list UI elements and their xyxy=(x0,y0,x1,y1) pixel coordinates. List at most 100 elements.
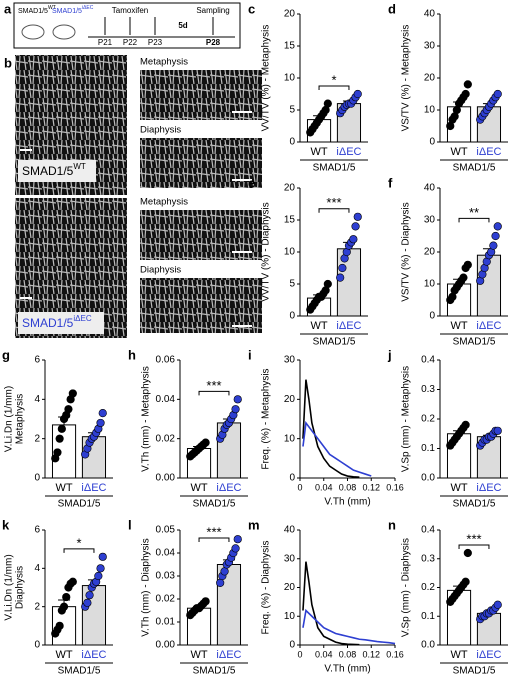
region-label: Metaphysis xyxy=(140,197,188,208)
data-point xyxy=(59,602,69,611)
y-tick-label: 0 xyxy=(289,311,295,322)
y-tick-label: 0.2 xyxy=(421,414,435,425)
sig-label: *** xyxy=(326,195,341,210)
data-point xyxy=(201,438,210,447)
y-tick-label: 40 xyxy=(284,525,296,536)
x-tick-label: WT xyxy=(450,649,467,661)
y-tick-label: 4 xyxy=(34,394,40,405)
y-tick-label: 0.03 xyxy=(156,571,176,582)
group-label: SMAD1/5 xyxy=(193,499,236,510)
data-point xyxy=(57,424,66,433)
y-tick-label: 40 xyxy=(424,9,436,20)
data-point xyxy=(493,89,502,99)
interval: 5d xyxy=(178,21,187,30)
x-tick-label: iΔEC xyxy=(336,146,361,158)
data-point xyxy=(68,577,77,586)
data-point xyxy=(231,405,240,414)
x-tick-label: 0.08 xyxy=(339,482,357,492)
y-tick-label: 15 xyxy=(284,41,296,52)
y-tick-label: 0 xyxy=(429,311,435,322)
sig-bracket xyxy=(63,548,95,553)
data-point xyxy=(96,418,105,428)
y-tick-label: 20 xyxy=(284,582,296,593)
y-axis-label: VS/TV (%) - Diaphysis xyxy=(401,202,412,301)
group-label: SMAD1/5 xyxy=(58,666,101,677)
x-tick-label: iΔEC xyxy=(216,482,241,494)
y-tick-label: 0.02 xyxy=(156,433,176,444)
data-point xyxy=(83,598,92,607)
y-tick-label: 30 xyxy=(284,553,296,564)
panel-label: l xyxy=(128,517,132,532)
x-tick-label: 0.12 xyxy=(362,482,380,492)
treatment: Tamoxifen xyxy=(112,6,148,15)
x-tick-label: iΔEC xyxy=(81,482,106,494)
panel-b: b SMAD1/5WT SMAD1/5iΔEC Metaphysis Diaph… xyxy=(4,55,262,338)
y-tick-label: 4 xyxy=(34,563,40,574)
y-tick-label: 0 xyxy=(289,473,295,484)
y-tick-label: 0.0 xyxy=(421,473,435,484)
group-label: SMAD1/5 xyxy=(453,337,496,348)
data-point xyxy=(201,597,210,606)
group-label: SMAD1/5 xyxy=(453,499,496,510)
day: P22 xyxy=(123,38,138,47)
y-tick-label: 0.3 xyxy=(421,553,435,564)
data-point xyxy=(55,434,64,443)
image-label: SMAD1/5WT xyxy=(22,162,86,178)
y-tick-label: 5 xyxy=(289,105,295,116)
sig-bracket xyxy=(198,390,230,396)
x-tick-label: 0.04 xyxy=(315,482,333,492)
data-point xyxy=(461,420,470,430)
panel-label: a xyxy=(4,1,12,16)
x-axis-label: V.Th (mm) xyxy=(324,664,370,675)
y-tick-label: 0 xyxy=(34,640,40,651)
y-tick-label: 30 xyxy=(284,355,296,366)
y-tick-label: 0 xyxy=(289,137,295,148)
x-tick-label: iΔEC xyxy=(216,649,241,661)
y-tick-label: 0 xyxy=(429,137,435,148)
y-tick-label: 0.4 xyxy=(421,355,435,366)
data-point xyxy=(68,389,77,398)
box xyxy=(13,2,241,49)
panel-label: n xyxy=(388,517,396,532)
data-point xyxy=(493,600,502,609)
data-point xyxy=(53,448,62,457)
y-axis-label: V.Th (mm) - Diaphysis xyxy=(141,538,152,637)
data-point xyxy=(463,548,472,558)
series-line xyxy=(302,420,372,477)
region-label: Metaphysis xyxy=(140,57,188,68)
y-axis-label: VV/TV (%) - Diaphysis xyxy=(261,202,272,301)
arrows xyxy=(104,17,214,35)
sig-label: *** xyxy=(466,531,481,546)
x-tick-label: iΔEC xyxy=(81,649,106,661)
x-tick-label: iΔEC xyxy=(476,320,501,332)
mouse-icon xyxy=(21,24,45,40)
y-tick-label: 0 xyxy=(34,473,40,484)
x-tick-label: WT xyxy=(450,320,467,332)
y-axis-label: V.Th (mm) - Metaphysis xyxy=(141,366,152,472)
y-tick-label: 0.00 xyxy=(156,640,176,651)
data-point xyxy=(489,241,498,250)
data-point xyxy=(493,426,502,435)
group-label: SMAD1/5iΔEC xyxy=(52,5,94,15)
data-point xyxy=(96,564,105,573)
x-tick-label: iΔEC xyxy=(336,320,361,332)
x-axis-label: V.Th (mm) xyxy=(324,497,370,508)
y-axis-label: V.Li.Dn (1/mm) xyxy=(4,554,15,620)
y-tick-label: 0.1 xyxy=(421,443,435,454)
data-point xyxy=(338,263,347,273)
y-axis-label: VV/TV (%) - Metaphysis xyxy=(261,25,272,132)
panel-label: k xyxy=(2,517,10,532)
sig-bracket xyxy=(318,85,350,90)
endpoint: Sampling xyxy=(196,6,229,15)
data-point xyxy=(98,409,107,418)
group-label: SMAD1/5 xyxy=(313,163,356,174)
data-point xyxy=(233,535,242,544)
panel-label: h xyxy=(128,347,136,362)
day: P23 xyxy=(148,38,163,47)
data-point xyxy=(323,279,332,289)
sig-label: * xyxy=(331,72,336,87)
y-tick-label: 40 xyxy=(424,183,436,194)
data-point xyxy=(85,591,94,600)
x-tick-label: 0.08 xyxy=(339,649,357,659)
y-axis-label: Diaphysis xyxy=(15,566,26,609)
